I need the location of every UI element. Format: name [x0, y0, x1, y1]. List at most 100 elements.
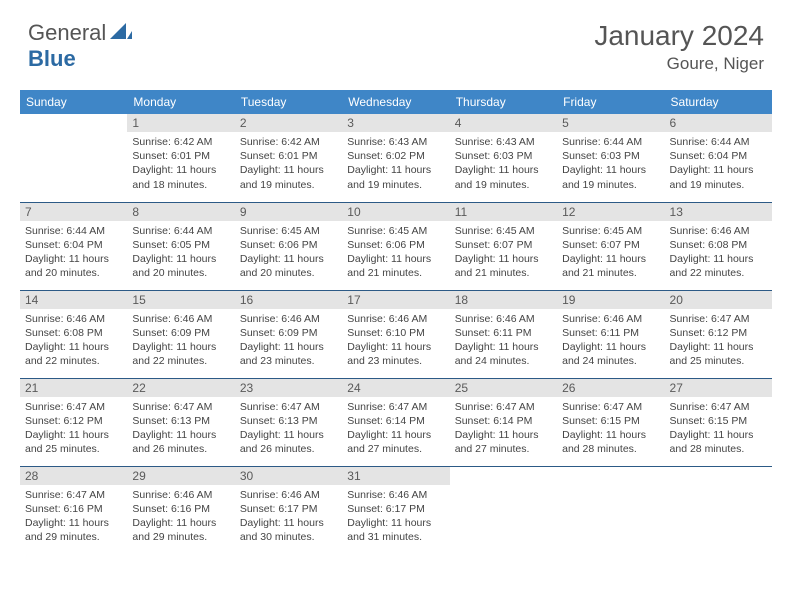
calendar-cell: 11Sunrise: 6:45 AMSunset: 6:07 PMDayligh… [450, 202, 557, 290]
calendar-row: 1Sunrise: 6:42 AMSunset: 6:01 PMDaylight… [20, 114, 772, 202]
day-details: Sunrise: 6:47 AMSunset: 6:16 PMDaylight:… [20, 485, 127, 549]
title-block: January 2024 Goure, Niger [594, 20, 764, 74]
day-number: 1 [127, 114, 234, 132]
calendar-body: 1Sunrise: 6:42 AMSunset: 6:01 PMDaylight… [20, 114, 772, 554]
day-details: Sunrise: 6:47 AMSunset: 6:12 PMDaylight:… [20, 397, 127, 461]
day-number: 29 [127, 467, 234, 485]
day-details: Sunrise: 6:46 AMSunset: 6:16 PMDaylight:… [127, 485, 234, 549]
day-details: Sunrise: 6:46 AMSunset: 6:09 PMDaylight:… [127, 309, 234, 373]
day-details: Sunrise: 6:43 AMSunset: 6:03 PMDaylight:… [450, 132, 557, 196]
day-details: Sunrise: 6:46 AMSunset: 6:17 PMDaylight:… [342, 485, 449, 549]
calendar-cell: 10Sunrise: 6:45 AMSunset: 6:06 PMDayligh… [342, 202, 449, 290]
calendar-cell: 19Sunrise: 6:46 AMSunset: 6:11 PMDayligh… [557, 290, 664, 378]
calendar-cell: 25Sunrise: 6:47 AMSunset: 6:14 PMDayligh… [450, 378, 557, 466]
day-number: 13 [665, 203, 772, 221]
day-number: 19 [557, 291, 664, 309]
brand-part2-wrap: Blue [28, 46, 76, 72]
day-number: 7 [20, 203, 127, 221]
day-number: 21 [20, 379, 127, 397]
calendar-cell: 23Sunrise: 6:47 AMSunset: 6:13 PMDayligh… [235, 378, 342, 466]
calendar-head: SundayMondayTuesdayWednesdayThursdayFrid… [20, 90, 772, 114]
day-details: Sunrise: 6:47 AMSunset: 6:12 PMDaylight:… [665, 309, 772, 373]
calendar-cell: 8Sunrise: 6:44 AMSunset: 6:05 PMDaylight… [127, 202, 234, 290]
calendar-cell: 2Sunrise: 6:42 AMSunset: 6:01 PMDaylight… [235, 114, 342, 202]
calendar-cell [557, 466, 664, 554]
calendar-cell [450, 466, 557, 554]
day-number: 25 [450, 379, 557, 397]
calendar-cell: 17Sunrise: 6:46 AMSunset: 6:10 PMDayligh… [342, 290, 449, 378]
day-number: 26 [557, 379, 664, 397]
day-number: 15 [127, 291, 234, 309]
day-details: Sunrise: 6:47 AMSunset: 6:15 PMDaylight:… [665, 397, 772, 461]
calendar-cell: 14Sunrise: 6:46 AMSunset: 6:08 PMDayligh… [20, 290, 127, 378]
day-number: 22 [127, 379, 234, 397]
weekday-header: Sunday [20, 90, 127, 114]
calendar-cell: 31Sunrise: 6:46 AMSunset: 6:17 PMDayligh… [342, 466, 449, 554]
calendar-row: 14Sunrise: 6:46 AMSunset: 6:08 PMDayligh… [20, 290, 772, 378]
calendar-cell: 6Sunrise: 6:44 AMSunset: 6:04 PMDaylight… [665, 114, 772, 202]
day-number: 4 [450, 114, 557, 132]
day-number: 2 [235, 114, 342, 132]
day-details: Sunrise: 6:42 AMSunset: 6:01 PMDaylight:… [127, 132, 234, 196]
month-title: January 2024 [594, 20, 764, 52]
day-details: Sunrise: 6:43 AMSunset: 6:02 PMDaylight:… [342, 132, 449, 196]
weekday-header: Tuesday [235, 90, 342, 114]
day-details: Sunrise: 6:42 AMSunset: 6:01 PMDaylight:… [235, 132, 342, 196]
calendar-row: 28Sunrise: 6:47 AMSunset: 6:16 PMDayligh… [20, 466, 772, 554]
calendar-cell: 22Sunrise: 6:47 AMSunset: 6:13 PMDayligh… [127, 378, 234, 466]
calendar-cell: 29Sunrise: 6:46 AMSunset: 6:16 PMDayligh… [127, 466, 234, 554]
day-details: Sunrise: 6:46 AMSunset: 6:11 PMDaylight:… [557, 309, 664, 373]
day-number: 31 [342, 467, 449, 485]
weekday-header: Thursday [450, 90, 557, 114]
weekday-header: Wednesday [342, 90, 449, 114]
calendar-cell: 24Sunrise: 6:47 AMSunset: 6:14 PMDayligh… [342, 378, 449, 466]
day-number: 5 [557, 114, 664, 132]
calendar-cell: 26Sunrise: 6:47 AMSunset: 6:15 PMDayligh… [557, 378, 664, 466]
calendar-cell: 20Sunrise: 6:47 AMSunset: 6:12 PMDayligh… [665, 290, 772, 378]
day-number: 8 [127, 203, 234, 221]
day-details: Sunrise: 6:46 AMSunset: 6:10 PMDaylight:… [342, 309, 449, 373]
day-number: 23 [235, 379, 342, 397]
calendar-cell [20, 114, 127, 202]
page-header: General January 2024 Goure, Niger [0, 0, 792, 82]
day-details: Sunrise: 6:46 AMSunset: 6:17 PMDaylight:… [235, 485, 342, 549]
day-number: 10 [342, 203, 449, 221]
calendar-row: 7Sunrise: 6:44 AMSunset: 6:04 PMDaylight… [20, 202, 772, 290]
day-number: 27 [665, 379, 772, 397]
day-details: Sunrise: 6:47 AMSunset: 6:14 PMDaylight:… [450, 397, 557, 461]
calendar-cell: 4Sunrise: 6:43 AMSunset: 6:03 PMDaylight… [450, 114, 557, 202]
day-number: 17 [342, 291, 449, 309]
calendar-cell: 1Sunrise: 6:42 AMSunset: 6:01 PMDaylight… [127, 114, 234, 202]
calendar-cell: 7Sunrise: 6:44 AMSunset: 6:04 PMDaylight… [20, 202, 127, 290]
day-details: Sunrise: 6:46 AMSunset: 6:08 PMDaylight:… [665, 221, 772, 285]
calendar-cell: 3Sunrise: 6:43 AMSunset: 6:02 PMDaylight… [342, 114, 449, 202]
day-details: Sunrise: 6:45 AMSunset: 6:07 PMDaylight:… [450, 221, 557, 285]
brand-logo: General [28, 20, 134, 46]
day-number: 16 [235, 291, 342, 309]
day-number: 3 [342, 114, 449, 132]
day-details: Sunrise: 6:44 AMSunset: 6:03 PMDaylight:… [557, 132, 664, 196]
day-details: Sunrise: 6:45 AMSunset: 6:07 PMDaylight:… [557, 221, 664, 285]
weekday-header: Friday [557, 90, 664, 114]
calendar-cell: 21Sunrise: 6:47 AMSunset: 6:12 PMDayligh… [20, 378, 127, 466]
day-number: 28 [20, 467, 127, 485]
calendar-row: 21Sunrise: 6:47 AMSunset: 6:12 PMDayligh… [20, 378, 772, 466]
calendar-cell: 27Sunrise: 6:47 AMSunset: 6:15 PMDayligh… [665, 378, 772, 466]
brand-part2: Blue [28, 46, 76, 71]
day-details: Sunrise: 6:44 AMSunset: 6:04 PMDaylight:… [665, 132, 772, 196]
day-number: 6 [665, 114, 772, 132]
day-number: 18 [450, 291, 557, 309]
calendar-table: SundayMondayTuesdayWednesdayThursdayFrid… [20, 90, 772, 554]
day-details: Sunrise: 6:47 AMSunset: 6:13 PMDaylight:… [235, 397, 342, 461]
calendar-cell: 12Sunrise: 6:45 AMSunset: 6:07 PMDayligh… [557, 202, 664, 290]
weekday-header: Saturday [665, 90, 772, 114]
day-details: Sunrise: 6:45 AMSunset: 6:06 PMDaylight:… [235, 221, 342, 285]
day-details: Sunrise: 6:45 AMSunset: 6:06 PMDaylight:… [342, 221, 449, 285]
day-number: 30 [235, 467, 342, 485]
brand-part1: General [28, 20, 106, 46]
day-number: 9 [235, 203, 342, 221]
day-number: 24 [342, 379, 449, 397]
location-label: Goure, Niger [594, 54, 764, 74]
day-details: Sunrise: 6:46 AMSunset: 6:08 PMDaylight:… [20, 309, 127, 373]
brand-sail-icon [110, 21, 132, 46]
